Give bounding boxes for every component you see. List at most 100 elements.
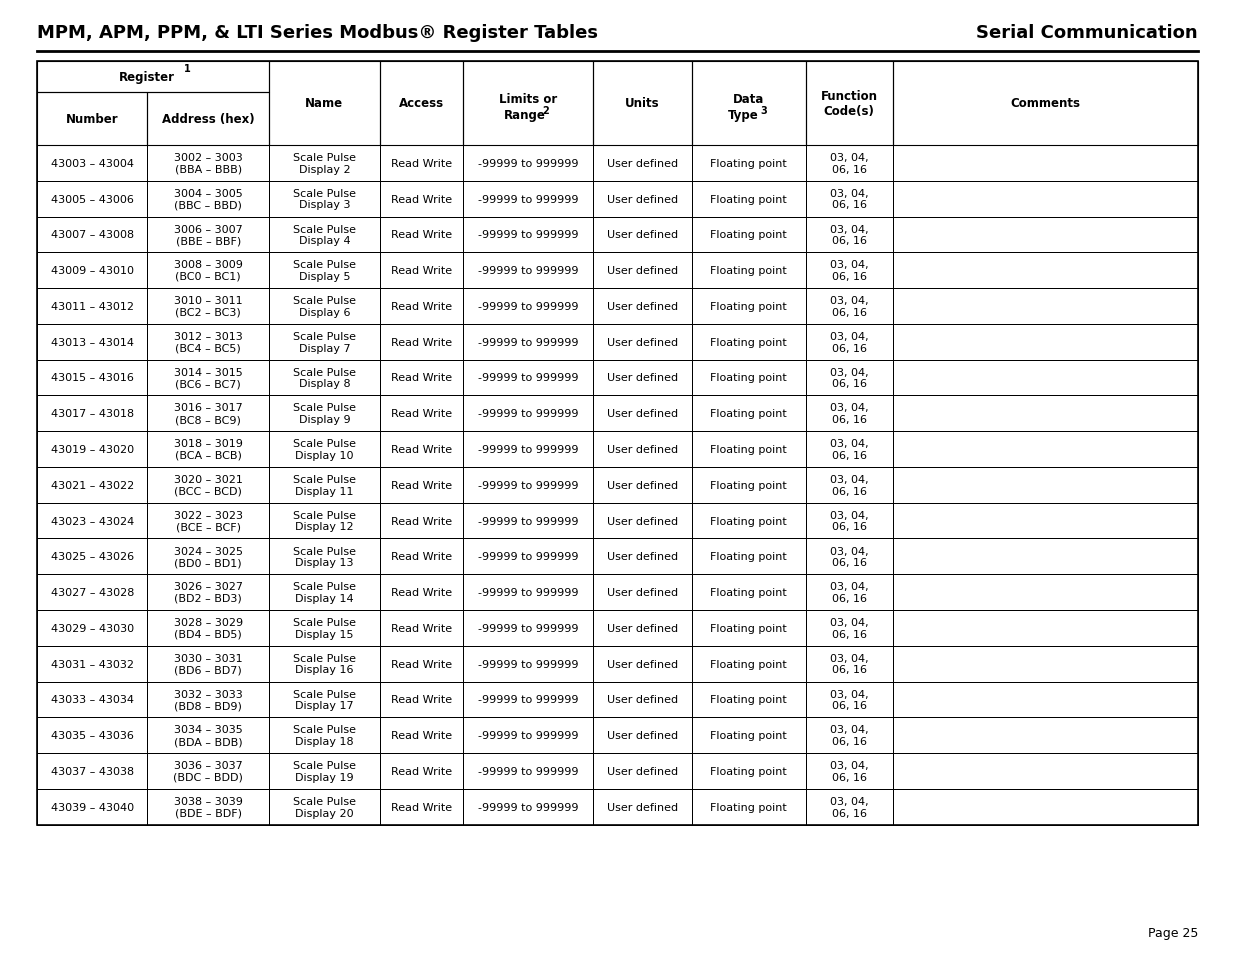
Text: 43039 – 43040: 43039 – 43040 xyxy=(51,802,133,812)
Text: Read Write: Read Write xyxy=(390,695,452,704)
Text: Floating point: Floating point xyxy=(710,766,787,776)
Text: -99999 to 999999: -99999 to 999999 xyxy=(478,588,578,598)
Bar xyxy=(593,575,692,610)
Text: -99999 to 999999: -99999 to 999999 xyxy=(478,766,578,776)
Bar xyxy=(692,217,805,253)
Bar xyxy=(692,146,805,181)
Bar xyxy=(593,62,692,146)
Bar xyxy=(463,789,593,824)
Bar xyxy=(692,503,805,539)
Text: Scale Pulse
Display 7: Scale Pulse Display 7 xyxy=(293,332,356,354)
Bar xyxy=(269,575,379,610)
Text: -99999 to 999999: -99999 to 999999 xyxy=(478,445,578,455)
Bar xyxy=(37,146,147,181)
Text: Read Write: Read Write xyxy=(390,374,452,383)
Bar xyxy=(593,146,692,181)
Bar xyxy=(379,503,463,539)
Text: -99999 to 999999: -99999 to 999999 xyxy=(478,802,578,812)
Bar xyxy=(147,146,269,181)
Text: 3006 – 3007
(BBE – BBF): 3006 – 3007 (BBE – BBF) xyxy=(174,224,242,246)
Bar xyxy=(692,539,805,575)
Text: Comments: Comments xyxy=(1010,97,1081,111)
Bar xyxy=(147,682,269,718)
Bar xyxy=(269,503,379,539)
Bar xyxy=(147,753,269,789)
Bar xyxy=(692,324,805,360)
Bar xyxy=(593,432,692,468)
Bar xyxy=(37,718,147,753)
Bar xyxy=(593,611,692,646)
Bar xyxy=(37,289,147,324)
Text: Read Write: Read Write xyxy=(390,588,452,598)
Bar xyxy=(379,467,463,503)
Bar xyxy=(147,503,269,539)
Text: User defined: User defined xyxy=(606,231,678,240)
Text: Floating point: Floating point xyxy=(710,623,787,633)
Bar xyxy=(379,539,463,575)
Text: 3014 – 3015
(BC6 – BC7): 3014 – 3015 (BC6 – BC7) xyxy=(174,367,242,389)
Text: Register: Register xyxy=(119,71,175,84)
Text: User defined: User defined xyxy=(606,766,678,776)
Bar xyxy=(692,575,805,610)
Text: Floating point: Floating point xyxy=(710,159,787,169)
Text: -99999 to 999999: -99999 to 999999 xyxy=(478,480,578,490)
Bar xyxy=(147,181,269,217)
Text: Floating point: Floating point xyxy=(710,588,787,598)
Bar xyxy=(692,181,805,217)
Bar xyxy=(37,611,147,646)
Bar xyxy=(37,789,147,824)
Bar xyxy=(893,289,1198,324)
Text: Read Write: Read Write xyxy=(390,731,452,740)
Bar xyxy=(269,682,379,718)
Bar xyxy=(37,646,147,682)
Bar xyxy=(805,62,893,146)
Text: Scale Pulse
Display 18: Scale Pulse Display 18 xyxy=(293,724,356,746)
Text: 43027 – 43028: 43027 – 43028 xyxy=(51,588,133,598)
Bar xyxy=(379,324,463,360)
Bar xyxy=(893,718,1198,753)
Bar xyxy=(463,539,593,575)
Bar xyxy=(593,789,692,824)
Bar xyxy=(269,646,379,682)
Text: Read Write: Read Write xyxy=(390,266,452,275)
Bar xyxy=(379,789,463,824)
Bar xyxy=(692,289,805,324)
Text: -99999 to 999999: -99999 to 999999 xyxy=(478,659,578,669)
Bar xyxy=(147,646,269,682)
Bar xyxy=(463,324,593,360)
Bar xyxy=(463,646,593,682)
Text: 43017 – 43018: 43017 – 43018 xyxy=(51,409,133,418)
Bar xyxy=(463,253,593,289)
Text: 3008 – 3009
(BC0 – BC1): 3008 – 3009 (BC0 – BC1) xyxy=(174,260,243,282)
Bar xyxy=(692,789,805,824)
Text: 03, 04,
06, 16: 03, 04, 06, 16 xyxy=(830,689,868,711)
Bar xyxy=(269,62,379,146)
Bar xyxy=(37,93,147,146)
Text: Scale Pulse
Display 3: Scale Pulse Display 3 xyxy=(293,189,356,211)
Bar xyxy=(379,289,463,324)
Bar xyxy=(463,360,593,396)
Text: 3016 – 3017
(BC8 – BC9): 3016 – 3017 (BC8 – BC9) xyxy=(174,403,242,425)
Text: Scale Pulse
Display 13: Scale Pulse Display 13 xyxy=(293,546,356,568)
Bar xyxy=(147,718,269,753)
Bar xyxy=(37,181,147,217)
Bar xyxy=(893,539,1198,575)
Bar xyxy=(593,467,692,503)
Text: 43037 – 43038: 43037 – 43038 xyxy=(51,766,133,776)
Text: Floating point: Floating point xyxy=(710,337,787,347)
Text: User defined: User defined xyxy=(606,194,678,204)
Bar xyxy=(692,396,805,432)
Bar xyxy=(269,289,379,324)
Text: Read Write: Read Write xyxy=(390,445,452,455)
Text: User defined: User defined xyxy=(606,588,678,598)
Bar xyxy=(805,789,893,824)
Bar xyxy=(805,503,893,539)
Text: User defined: User defined xyxy=(606,480,678,490)
Bar xyxy=(805,432,893,468)
Text: Read Write: Read Write xyxy=(390,517,452,526)
Text: Floating point: Floating point xyxy=(710,659,787,669)
Bar xyxy=(147,432,269,468)
Bar xyxy=(269,611,379,646)
Text: 03, 04,
06, 16: 03, 04, 06, 16 xyxy=(830,152,868,174)
Bar xyxy=(37,217,147,253)
